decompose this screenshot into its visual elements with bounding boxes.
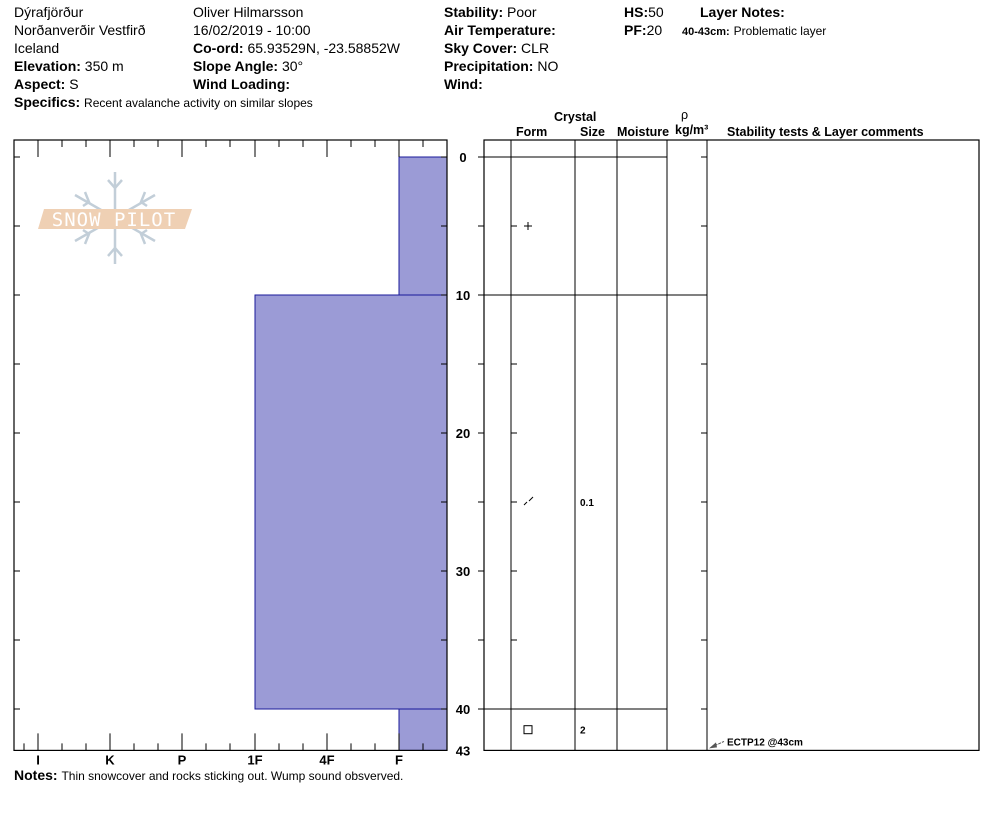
crystal-header: Crystal	[554, 110, 597, 124]
slope-angle: Slope Angle: 30°	[193, 58, 304, 74]
stability: Stability: Poor	[444, 4, 537, 20]
depth-tick-label: 10	[456, 288, 470, 303]
layer-notes-label: Layer Notes:	[700, 4, 785, 20]
density-unit: kg/m³	[675, 123, 709, 137]
crystal-size: 0.1	[580, 498, 594, 509]
hardness-tick-label: P	[178, 752, 187, 767]
square-stroke	[523, 725, 533, 735]
hardness-tick-label: 1F	[247, 752, 262, 767]
depth-tick-label: 40	[456, 702, 470, 717]
moisture-header: Moisture	[617, 125, 670, 139]
air-temperature: Air Temperature:	[444, 22, 556, 38]
form-header: Form	[516, 125, 548, 139]
elevation: Elevation: 350 m	[14, 58, 124, 74]
precipitation-particles-icon	[524, 222, 532, 230]
datetime: 16/02/2019 - 10:00	[193, 22, 311, 38]
specifics: Specifics: Recent avalanche activity on …	[14, 94, 313, 110]
wind-loading: Wind Loading:	[193, 76, 291, 92]
stability-test-label: ECTP12 @43cm	[727, 737, 803, 748]
depth-tick-label: 43	[456, 743, 470, 758]
sky-cover: Sky Cover: CLR	[444, 40, 550, 56]
aspect: Aspect: S	[14, 76, 79, 92]
density-symbol: ρ	[681, 108, 689, 122]
hs: HS:50	[624, 4, 664, 20]
coordinates: Co-ord: 65.93529N, -23.58852W	[193, 40, 400, 56]
faceted-crystals-icon	[523, 725, 533, 735]
size-header: Size	[580, 125, 606, 139]
location-line-1: Dýrafjörður	[14, 4, 84, 20]
layer-note: 40-43cm: Problematic layer	[682, 24, 827, 38]
location-line-2: Norðanverðir Vestfirð	[14, 22, 146, 38]
arrowhead-icon	[709, 742, 717, 749]
svg-text:SNOW PILOT: SNOW PILOT	[52, 209, 176, 231]
layer-table-frame	[483, 139, 980, 752]
hardness-tick-label: F	[395, 752, 403, 767]
hardness-tick-label: I	[36, 752, 40, 767]
depth-tick-label: 20	[456, 426, 470, 441]
decomposing-fragments-icon	[523, 496, 534, 506]
location-line-3: Iceland	[14, 40, 60, 56]
hardness-bar	[254, 294, 448, 710]
snowpilot-logo: SNOW PILOT	[38, 172, 192, 264]
precipitation: Precipitation: NO	[444, 58, 559, 74]
crystal-size: 2	[580, 726, 586, 737]
hardness-tick-label: K	[105, 752, 115, 767]
depth-tick-label: 30	[456, 564, 470, 579]
notes: Notes: Thin snowcover and rocks sticking…	[14, 767, 404, 783]
pf: PF:20	[624, 22, 663, 38]
slash-stroke	[528, 496, 534, 502]
slash-stroke	[523, 501, 528, 506]
wind: Wind:	[444, 76, 483, 92]
depth-tick-label: 0	[459, 150, 466, 165]
observer: Oliver Hilmarsson	[193, 4, 304, 20]
hardness-bar	[398, 156, 448, 296]
comments-header: Stability tests & Layer comments	[727, 125, 924, 139]
hardness-tick-label: 4F	[319, 752, 334, 767]
